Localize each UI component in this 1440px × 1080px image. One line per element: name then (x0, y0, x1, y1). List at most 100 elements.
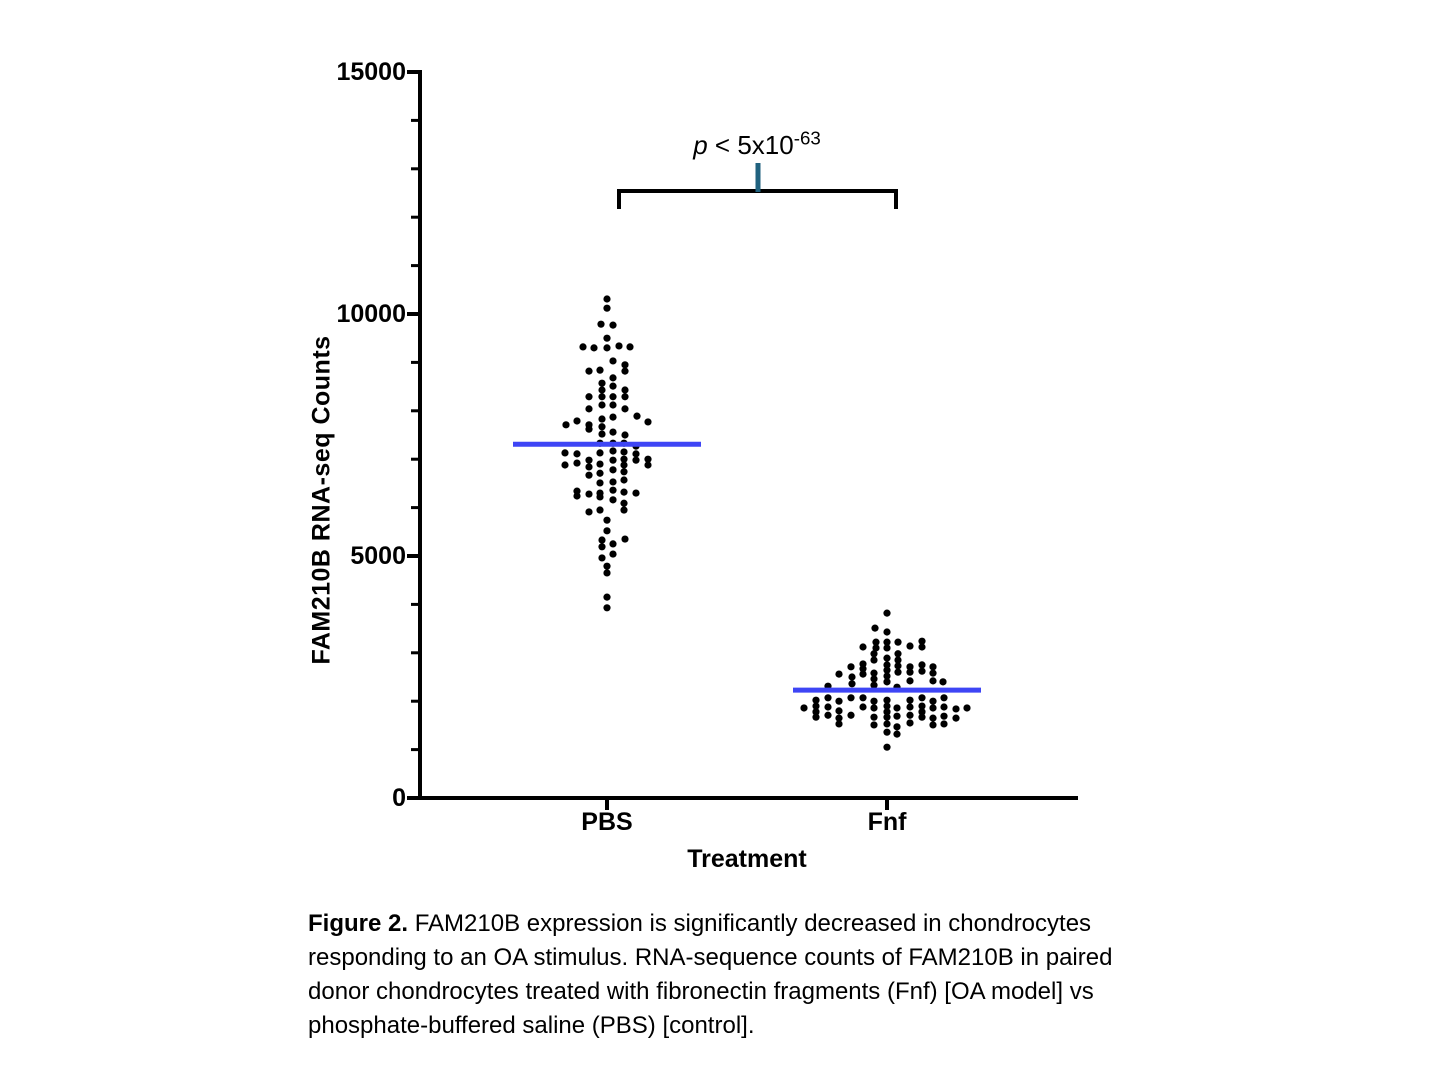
y-tick-label-10000: 10000 (336, 300, 406, 328)
data-point-pbs (620, 461, 628, 469)
data-point-fnf (871, 624, 879, 632)
data-point-fnf (883, 672, 891, 680)
data-point-fnf (918, 661, 926, 669)
data-point-fnf (883, 728, 891, 736)
data-point-pbs (626, 343, 634, 351)
data-point-fnf (859, 703, 867, 711)
data-point-fnf (835, 714, 843, 722)
data-point-pbs (609, 540, 617, 548)
data-point-pbs (615, 342, 623, 350)
data-point-fnf (918, 713, 926, 721)
data-point-fnf (883, 713, 891, 721)
data-point-pbs (603, 344, 611, 352)
pvalue-exponent: -63 (793, 127, 821, 149)
data-point-pbs (632, 489, 640, 497)
data-point-fnf (894, 668, 902, 676)
data-point-fnf (906, 642, 914, 650)
data-point-fnf (883, 638, 891, 646)
data-point-fnf (835, 707, 843, 715)
data-point-fnf (824, 711, 832, 719)
data-point-pbs (590, 344, 598, 352)
data-point-fnf (883, 644, 891, 652)
pvalue-italic-p: p (693, 130, 708, 160)
data-point-pbs (620, 468, 628, 476)
data-point-fnf (883, 720, 891, 728)
data-point-pbs (620, 448, 628, 456)
data-point-fnf (893, 723, 901, 731)
data-point-fnf (883, 702, 891, 710)
data-point-pbs (621, 367, 629, 375)
data-point-fnf (812, 696, 820, 704)
data-point-pbs (621, 386, 629, 394)
data-point-pbs (609, 357, 617, 365)
data-point-pbs (620, 506, 628, 514)
data-point-pbs (598, 423, 606, 431)
data-point-fnf (929, 714, 937, 722)
data-point-pbs (596, 479, 604, 487)
data-point-fnf (859, 665, 867, 673)
data-point-fnf (835, 697, 843, 705)
data-point-fnf (906, 668, 914, 676)
data-point-fnf (940, 703, 948, 711)
data-point-fnf (883, 654, 891, 662)
data-point-pbs (561, 461, 569, 469)
data-point-pbs (596, 460, 604, 468)
data-point-pbs (603, 295, 611, 303)
data-point-fnf (929, 697, 937, 705)
data-point-pbs (632, 450, 640, 458)
data-point-fnf (835, 720, 843, 728)
y-axis-label: FAM210B RNA-seq Counts (307, 335, 336, 665)
data-point-pbs (609, 413, 617, 421)
figure-caption: Figure 2. FAM210B expression is signific… (308, 907, 1228, 1043)
data-point-fnf (906, 711, 914, 719)
data-point-pbs (579, 343, 587, 351)
data-point-pbs (609, 550, 617, 558)
data-point-pbs (585, 367, 593, 375)
data-point-fnf (847, 694, 855, 702)
data-point-pbs (609, 401, 617, 409)
data-point-pbs (644, 455, 652, 463)
data-point-pbs (561, 449, 569, 457)
caption-line-3: donor chondrocytes treated with fibronec… (308, 978, 1094, 1005)
data-point-fnf (870, 650, 878, 658)
data-point-pbs (598, 543, 606, 551)
data-point-pbs (603, 593, 611, 601)
data-point-fnf (893, 712, 901, 720)
data-point-fnf (812, 708, 820, 716)
data-point-fnf (906, 663, 914, 671)
data-point-pbs (573, 459, 581, 467)
data-point-fnf (835, 670, 843, 678)
data-point-fnf (870, 656, 878, 664)
data-point-pbs (609, 496, 617, 504)
data-point-fnf (870, 721, 878, 729)
data-point-pbs (621, 405, 629, 413)
data-point-fnf (940, 694, 948, 702)
caption-line-1: Figure 2. FAM210B expression is signific… (308, 907, 1228, 941)
data-point-pbs (596, 493, 604, 501)
data-point-pbs (609, 428, 617, 436)
caption-line-2: responding to an OA stimulus. RNA-sequen… (308, 944, 1113, 971)
data-point-pbs (609, 393, 617, 401)
data-point-fnf (952, 705, 960, 713)
data-point-fnf (859, 643, 867, 651)
data-point-fnf (883, 628, 891, 636)
y-tick-label-15000: 15000 (336, 58, 406, 86)
data-point-pbs (598, 415, 606, 423)
data-point-pbs (585, 490, 593, 498)
data-point-fnf (824, 694, 832, 702)
data-point-fnf (918, 667, 926, 675)
data-point-pbs (598, 379, 606, 387)
data-point-pbs (620, 488, 628, 496)
data-point-pbs (609, 447, 617, 455)
caption-figure-label: Figure 2. (308, 910, 409, 937)
data-point-fnf (918, 694, 926, 702)
data-point-pbs (603, 304, 611, 312)
x-tick-label-pbs: PBS (581, 808, 633, 836)
data-point-fnf (883, 666, 891, 674)
data-point-fnf (952, 714, 960, 722)
data-point-pbs (585, 471, 593, 479)
data-point-fnf (859, 694, 867, 702)
data-point-fnf (939, 678, 947, 686)
data-point-fnf (870, 669, 878, 677)
